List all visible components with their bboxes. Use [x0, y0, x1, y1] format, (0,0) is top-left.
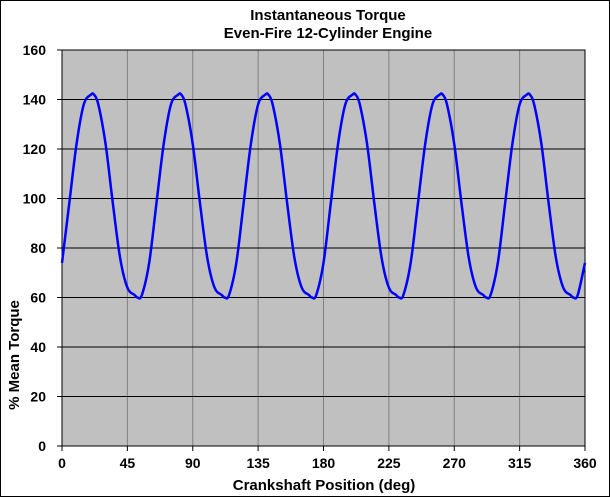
y-tick-label: 100	[23, 191, 47, 207]
x-axis-tick-labels: 0 45 90 135 180 225 270 315 360	[58, 446, 597, 471]
x-tick-label: 0	[58, 455, 66, 471]
x-tick-label: 45	[120, 455, 136, 471]
x-tick-label: 315	[508, 455, 532, 471]
x-tick-label: 90	[185, 455, 201, 471]
torque-series-line	[60, 92, 587, 300]
y-axis-tick-labels: 0 20 40 60 80 100 120 140 160	[23, 42, 62, 454]
x-tick-label: 360	[573, 455, 597, 471]
x-tick-label: 180	[312, 455, 336, 471]
y-tick-label: 20	[30, 389, 46, 405]
y-tick-label: 40	[30, 339, 46, 355]
y-tick-label: 80	[30, 240, 46, 256]
y-tick-label: 60	[30, 290, 46, 306]
y-tick-label: 0	[38, 438, 46, 454]
y-tick-label: 120	[23, 141, 47, 157]
y-tick-label: 160	[23, 42, 47, 58]
x-tick-label: 135	[246, 455, 270, 471]
x-axis-label: Crankshaft Position (deg)	[233, 477, 416, 494]
chart-title: Instantaneous Torque	[250, 7, 406, 24]
chart-subtitle: Even-Fire 12-Cylinder Engine	[224, 25, 432, 42]
y-tick-label: 140	[23, 92, 47, 108]
x-tick-label: 270	[443, 455, 467, 471]
y-axis-label: % Mean Torque	[6, 300, 23, 410]
x-tick-label: 225	[377, 455, 401, 471]
